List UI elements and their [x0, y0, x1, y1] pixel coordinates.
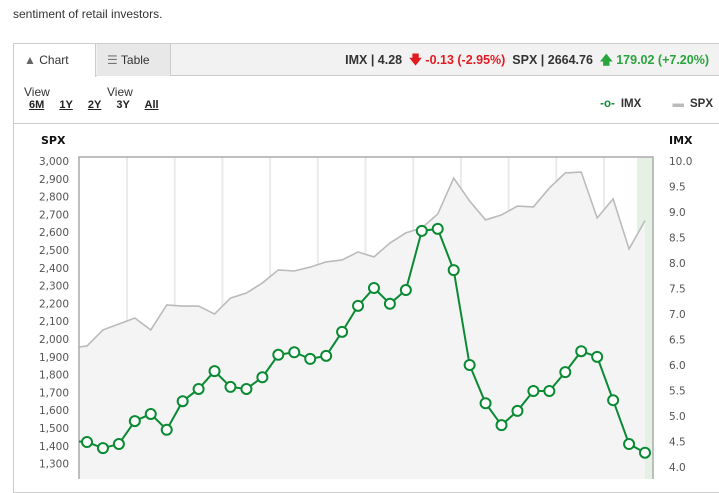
right-tick-label: 5.0: [669, 411, 686, 423]
right-axis-title: IMX: [669, 134, 693, 147]
range-3y[interactable]: 3Y: [116, 99, 130, 111]
imx-point: [192, 382, 205, 395]
left-tick-label: 2,800: [39, 192, 69, 204]
legend-spx[interactable]: ▬ SPX: [672, 98, 713, 110]
legend: -o- IMX ▬ SPX: [588, 98, 713, 110]
imx-point: [415, 224, 428, 237]
imx-point: [336, 325, 349, 338]
left-tick-label: 3,000: [39, 156, 69, 168]
imx-point: [527, 385, 540, 398]
tab-chart-view[interactable]: ▲ Chart View: [14, 44, 96, 99]
spx-change: 179.02 (+7.20%): [616, 53, 709, 67]
right-tick-label: 6.0: [669, 360, 686, 372]
legend-imx[interactable]: -o- IMX: [600, 98, 642, 110]
imx-point: [128, 415, 141, 428]
imx-point: [495, 419, 508, 432]
right-tick-label: 9.0: [669, 207, 686, 219]
range-selector: 6M 1Y 2Y 3Y All: [29, 99, 171, 111]
imx-point: [511, 404, 524, 417]
left-tick-label: 2,900: [39, 174, 69, 186]
imx-point: [224, 380, 237, 393]
arrow-up-icon: 🡅: [596, 53, 613, 67]
imx-point: [81, 436, 93, 449]
right-tick-label: 10.0: [669, 156, 692, 168]
right-tick-label: 4.0: [669, 462, 686, 474]
left-tick-label: 2,600: [39, 227, 69, 239]
right-tick-label: 4.5: [669, 437, 686, 449]
imx-point: [543, 385, 556, 398]
right-tick-label: 7.0: [669, 309, 686, 321]
imx-point: [367, 281, 380, 294]
left-tick-label: 2,400: [39, 263, 69, 275]
imx-point: [256, 371, 269, 384]
left-tick-label: 2,100: [39, 316, 69, 328]
divider: [14, 123, 719, 124]
right-tick-label: 5.5: [669, 386, 686, 398]
area-chart-icon: ▲: [24, 53, 36, 67]
imx-point: [176, 395, 189, 408]
left-tick-label: 1,700: [39, 387, 69, 399]
tab-table-view[interactable]: ☰ Table View: [97, 44, 171, 99]
imx-point: [639, 446, 651, 459]
arrow-down-icon: 🡇: [405, 53, 422, 67]
quote-bar: IMX | 4.28 🡇 -0.13 (-2.95%) SPX | 2664.7…: [345, 44, 709, 76]
imx-point: [623, 438, 636, 451]
left-tick-label: 1,500: [39, 423, 69, 435]
left-tick-label: 2,000: [39, 334, 69, 346]
left-tick-label: 2,700: [39, 209, 69, 221]
imx-point: [559, 366, 572, 379]
imx-point: [607, 394, 620, 407]
imx-point: [431, 222, 444, 235]
left-axis-title: SPX: [41, 134, 66, 147]
imx-point: [463, 359, 476, 371]
left-tick-label: 2,300: [39, 281, 69, 293]
chart: SPX IMX 3,000 2,900 2,800 2,700 2,600 2,500 2,40…: [39, 134, 693, 479]
imx-point: [591, 350, 604, 363]
left-tick-label: 2,500: [39, 245, 69, 257]
left-tick-label: 1,800: [39, 370, 69, 382]
imx-point: [208, 365, 221, 378]
right-tick-label: 7.5: [669, 284, 686, 296]
left-tick-label: 1,300: [39, 459, 69, 471]
imx-point: [383, 297, 396, 310]
spx-line: [78, 171, 646, 348]
spx-area: [79, 172, 645, 479]
range-2y[interactable]: 2Y: [87, 99, 102, 111]
imx-point: [160, 423, 173, 436]
imx-point: [479, 397, 492, 410]
right-tick-label: 8.0: [669, 258, 686, 270]
left-tick-label: 1,400: [39, 441, 69, 453]
imx-point: [96, 442, 109, 455]
range-6m[interactable]: 6M: [29, 99, 45, 111]
right-tick-label: 6.5: [669, 335, 686, 347]
imx-point: [399, 284, 412, 297]
imx-point: [144, 407, 157, 420]
tab-bar: ▲ Chart View ☰ Table View IMX | 4.28 🡇 -…: [14, 44, 719, 99]
range-all[interactable]: All: [144, 99, 159, 111]
imx-quote: IMX | 4.28: [345, 53, 403, 67]
imx-point: [304, 352, 317, 365]
intro-text: sentiment of retail investors.: [13, 7, 163, 21]
imx-point: [288, 346, 301, 359]
imx-point: [112, 438, 125, 451]
imx-change: -0.13 (-2.95%): [425, 53, 506, 67]
range-1y[interactable]: 1Y: [59, 99, 73, 111]
left-tick-label: 1,900: [39, 352, 69, 364]
imx-point: [272, 348, 285, 361]
chart-panel: ▲ Chart View ☰ Table View IMX | 4.28 🡇 -…: [13, 43, 719, 493]
imx-point: [240, 382, 253, 395]
right-tick-label: 8.5: [669, 233, 686, 245]
left-tick-label: 2,200: [39, 298, 69, 310]
left-tick-label: 1,600: [39, 405, 69, 417]
right-tick-label: 9.5: [669, 182, 686, 194]
spx-quote: SPX | 2664.76: [512, 53, 593, 67]
plot-frame: [78, 156, 654, 479]
imx-point: [352, 299, 365, 312]
table-icon: ☰: [107, 53, 118, 67]
imx-point: [575, 345, 588, 358]
imx-point: [320, 349, 333, 362]
imx-point: [447, 264, 460, 277]
